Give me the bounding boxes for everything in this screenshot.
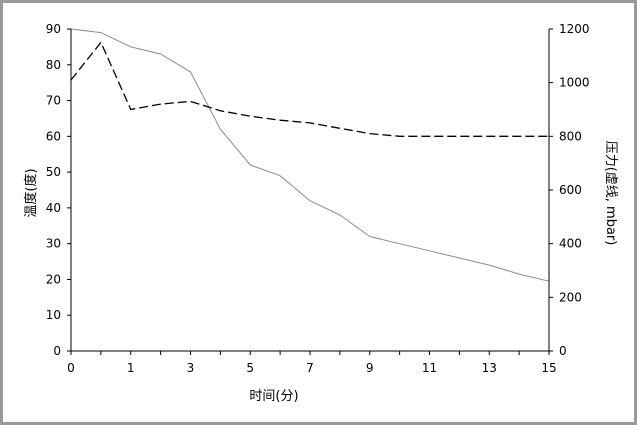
y2-tick-label: 0 (559, 344, 567, 358)
y-tick-label: 30 (46, 237, 61, 251)
series-layer (70, 28, 550, 282)
x-tick-label: 5 (246, 361, 254, 375)
y2-tick-label: 1000 (559, 76, 590, 90)
y2-tick-label: 600 (559, 183, 582, 197)
x-axis-title: 时间(分) (249, 389, 298, 404)
y2-tick-label: 1200 (559, 22, 590, 36)
pressure-series-line (70, 41, 549, 137)
dual-axis-line-chart: 0 1 3 5 7 9 11 13 150102030405060708090020040060… (23, 22, 618, 404)
y-tick-label: 70 (46, 94, 61, 108)
x-tick-label: 15 (541, 361, 556, 375)
y-tick-label: 10 (46, 308, 61, 322)
ticks-layer: 0 1 3 5 7 9 11 13 150102030405060708090020040060… (46, 22, 590, 375)
x-tick-label: 7 (306, 361, 314, 375)
y2-axis-title: 压力(虚线, mbar) (603, 141, 618, 246)
x-tick-label: 9 (366, 361, 374, 375)
y-tick-label: 0 (53, 344, 61, 358)
x-tick-label: 1 (127, 361, 135, 375)
temperature-series-line (70, 28, 550, 282)
y-tick-label: 50 (46, 165, 61, 179)
x-tick-label: 3 (187, 361, 195, 375)
axis-titles-layer: 时间(分) 温度(度) 压力(虚线, mbar) (23, 141, 618, 404)
x-tick-label: 11 (422, 361, 437, 375)
y-tick-label: 80 (46, 58, 61, 72)
y-tick-label: 20 (46, 272, 61, 286)
y2-tick-label: 200 (559, 290, 582, 304)
y-tick-label: 60 (46, 129, 61, 143)
y2-tick-label: 800 (559, 129, 582, 143)
y-tick-label: 90 (46, 22, 61, 36)
axes-layer (70, 29, 550, 352)
x-tick-label: 13 (482, 361, 497, 375)
y2-tick-label: 400 (559, 237, 582, 251)
x-tick-label: 0 (67, 361, 75, 375)
y-axis-title: 温度(度) (23, 168, 39, 217)
y-tick-label: 40 (46, 201, 61, 215)
